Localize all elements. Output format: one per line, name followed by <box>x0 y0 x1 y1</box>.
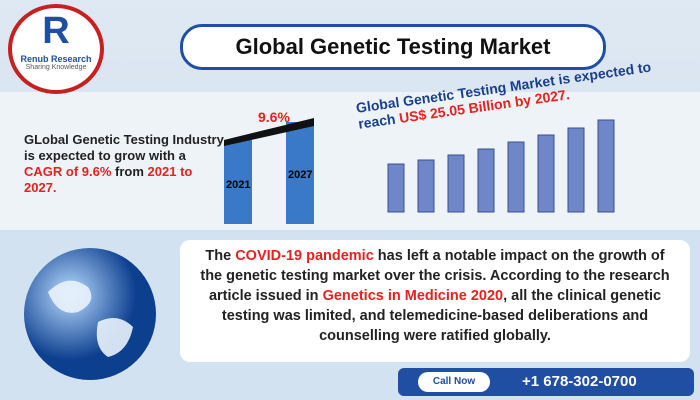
cagr-text: GLobal Genetic Testing Industry is expec… <box>24 132 224 196</box>
text: GLobal Genetic Testing Industry is expec… <box>24 132 224 163</box>
covid-text: The COVID-19 pandemic has left a notable… <box>180 240 690 362</box>
logo: R Renub Research Sharing Knowledge <box>8 4 104 94</box>
phone[interactable]: +1 678-302-0700 <box>522 373 637 390</box>
bar <box>387 163 405 213</box>
globe <box>24 248 156 380</box>
highlight: CAGR of 9.6% <box>24 164 112 179</box>
bar <box>537 134 555 213</box>
growth-line <box>224 118 314 146</box>
logo-name: Renub Research <box>20 54 92 64</box>
year-bars: 9.6% 2021 2027 <box>224 109 314 224</box>
highlight: COVID-19 pandemic <box>235 248 374 264</box>
text: The <box>205 248 236 264</box>
bar-2027 <box>286 122 314 224</box>
logo-letter: R <box>42 10 70 52</box>
rate: 9.6% <box>258 109 290 125</box>
bar <box>477 148 495 213</box>
text: , all the clinical genetic testing was l… <box>221 288 662 344</box>
call-bar: Call Now +1 678-302-0700 <box>398 368 694 396</box>
call-button[interactable]: Call Now <box>418 372 490 392</box>
start-year: 2021 <box>226 179 250 191</box>
text: from <box>111 164 148 179</box>
highlight: 2021 to 2027. <box>24 164 193 195</box>
end-year: 2027 <box>288 169 312 181</box>
bar-2021 <box>224 140 252 224</box>
logo-tagline: Sharing Knowledge <box>25 64 87 71</box>
growth-bars <box>387 119 615 213</box>
bar <box>417 159 435 213</box>
bar <box>507 141 525 213</box>
bar <box>597 119 615 213</box>
highlight: Genetics in Medicine 2020 <box>322 288 504 304</box>
text: has left a notable impact on the growth … <box>200 248 670 304</box>
bar <box>447 154 465 213</box>
title: Global Genetic Testing Market <box>180 24 606 70</box>
bar <box>567 127 585 213</box>
